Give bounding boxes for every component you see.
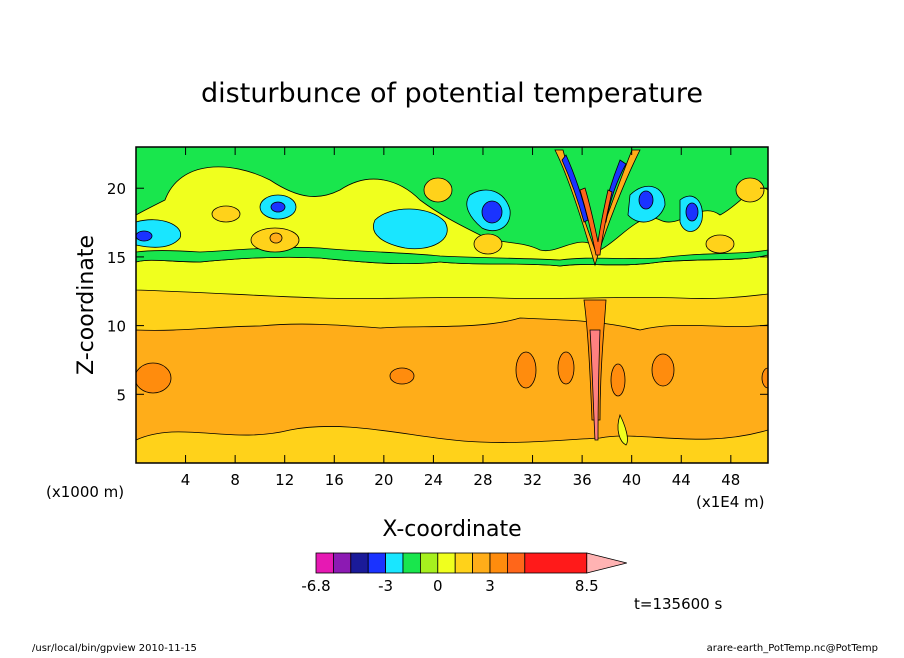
colorbar-box bbox=[350, 552, 369, 574]
colorbar-box bbox=[472, 552, 491, 574]
contour-v-blue-left bbox=[561, 154, 589, 223]
colorbar-box bbox=[437, 552, 456, 574]
contour-deep-5 bbox=[651, 353, 675, 387]
x-tick-label: 12 bbox=[275, 471, 294, 489]
colorbar-box bbox=[385, 552, 404, 574]
contour-blue-3 bbox=[481, 200, 503, 224]
x-tick-label: 4 bbox=[181, 471, 191, 489]
contour-band-mid-orange bbox=[136, 317, 768, 443]
contour-orange-1 bbox=[211, 205, 241, 223]
contour-blue-5 bbox=[685, 202, 699, 222]
contour-deep-1 bbox=[389, 367, 415, 385]
plot-frame bbox=[135, 146, 769, 464]
x-tick-label: 20 bbox=[374, 471, 393, 489]
contour-cyan-2 bbox=[373, 208, 448, 250]
colorbar: -6.8 -3 0 3 8.5 bbox=[301, 552, 627, 595]
x-axis-label: X-coordinate bbox=[382, 517, 521, 542]
contour-orange-5 bbox=[735, 177, 765, 203]
colorbar-box bbox=[454, 552, 474, 574]
colorbar-label: -6.8 bbox=[301, 577, 330, 595]
contour-blue-1 bbox=[270, 201, 286, 213]
colorbar-box bbox=[524, 552, 588, 574]
footer-left: /usr/local/bin/gpview 2010-11-15 bbox=[32, 643, 197, 654]
contour-fill bbox=[136, 147, 768, 463]
contour-deep-left bbox=[136, 362, 172, 394]
colorbar-box bbox=[402, 552, 421, 574]
y-tick-label: 20 bbox=[107, 180, 126, 198]
chart-title: disturbunce of potential temperature bbox=[201, 78, 703, 109]
contour-deep-4 bbox=[610, 363, 626, 397]
colorbar-box bbox=[315, 552, 334, 574]
x-tick-label: 28 bbox=[473, 471, 492, 489]
contour-blue-left bbox=[136, 230, 153, 242]
contour-v-red bbox=[579, 187, 613, 256]
x-tick-label: 44 bbox=[672, 471, 691, 489]
x-tick-label: 36 bbox=[573, 471, 592, 489]
contour-deep-right bbox=[761, 367, 768, 389]
colorbar-box bbox=[332, 552, 352, 574]
colorbar-label: 8.5 bbox=[575, 577, 599, 595]
contour-orange-3 bbox=[423, 177, 453, 203]
x-tick-label: 16 bbox=[325, 471, 344, 489]
x-tick-label: 8 bbox=[230, 471, 240, 489]
contour-deep-3 bbox=[557, 351, 575, 385]
y-tick-label: 10 bbox=[107, 318, 126, 336]
x-tick-label: 48 bbox=[721, 471, 740, 489]
colorbar-box bbox=[506, 552, 526, 574]
contour-deep-2 bbox=[515, 351, 537, 389]
x-tick-label: 24 bbox=[424, 471, 443, 489]
colorbar-label: 0 bbox=[433, 577, 443, 595]
contour-orange-2b bbox=[269, 232, 283, 244]
contour-orange-4 bbox=[473, 233, 503, 255]
colorbar-arrow bbox=[586, 552, 627, 574]
y-tick-label: 5 bbox=[116, 386, 126, 404]
x-tick-label: 40 bbox=[622, 471, 641, 489]
colorbar-box bbox=[367, 552, 387, 574]
x-unit-right: (x1E4 m) bbox=[696, 493, 765, 511]
contour-center-light bbox=[589, 329, 601, 441]
colorbar-box bbox=[419, 552, 439, 574]
x-unit-left: (x1000 m) bbox=[46, 483, 124, 501]
footer-right: arare-earth_PotTemp.nc@PotTemp bbox=[707, 643, 878, 654]
colorbar-label: 3 bbox=[485, 577, 495, 595]
x-axis: 4 8 12 16 20 24 28 32 36 40 44 48 bbox=[181, 147, 740, 489]
colorbar-label: -3 bbox=[378, 577, 393, 595]
contour-low-yellow bbox=[617, 413, 628, 446]
y-axis: 5 10 15 20 bbox=[107, 180, 768, 404]
colorbar-box bbox=[489, 552, 508, 574]
time-label: t=135600 s bbox=[634, 595, 722, 613]
y-axis-label: Z-coordinate bbox=[74, 235, 99, 375]
contour-orange-6 bbox=[705, 234, 735, 254]
y-tick-label: 15 bbox=[107, 249, 126, 267]
x-tick-label: 32 bbox=[523, 471, 542, 489]
contour-blue-4 bbox=[638, 190, 654, 210]
